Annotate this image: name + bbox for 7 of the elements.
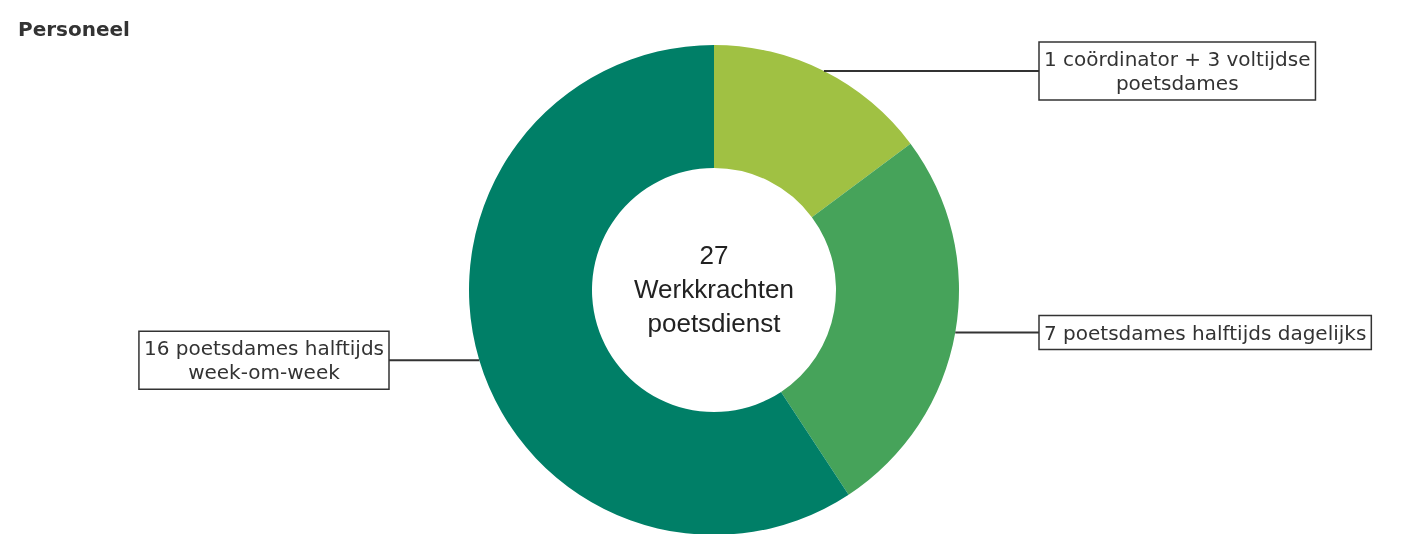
donut-slice bbox=[469, 45, 849, 534]
slice-label: 1 coördinator + 3 voltijdse poetsdames bbox=[1044, 47, 1311, 96]
text: 27 Werkkrachten poetsdienst bbox=[634, 240, 794, 338]
slice-label: 16 poetsdames halftijds week-om-week bbox=[143, 336, 384, 385]
chart-title: Personeel bbox=[18, 17, 130, 41]
donut-slice bbox=[714, 45, 911, 218]
slice-label: 7 poetsdames halftijds dagelijks bbox=[1044, 320, 1367, 345]
